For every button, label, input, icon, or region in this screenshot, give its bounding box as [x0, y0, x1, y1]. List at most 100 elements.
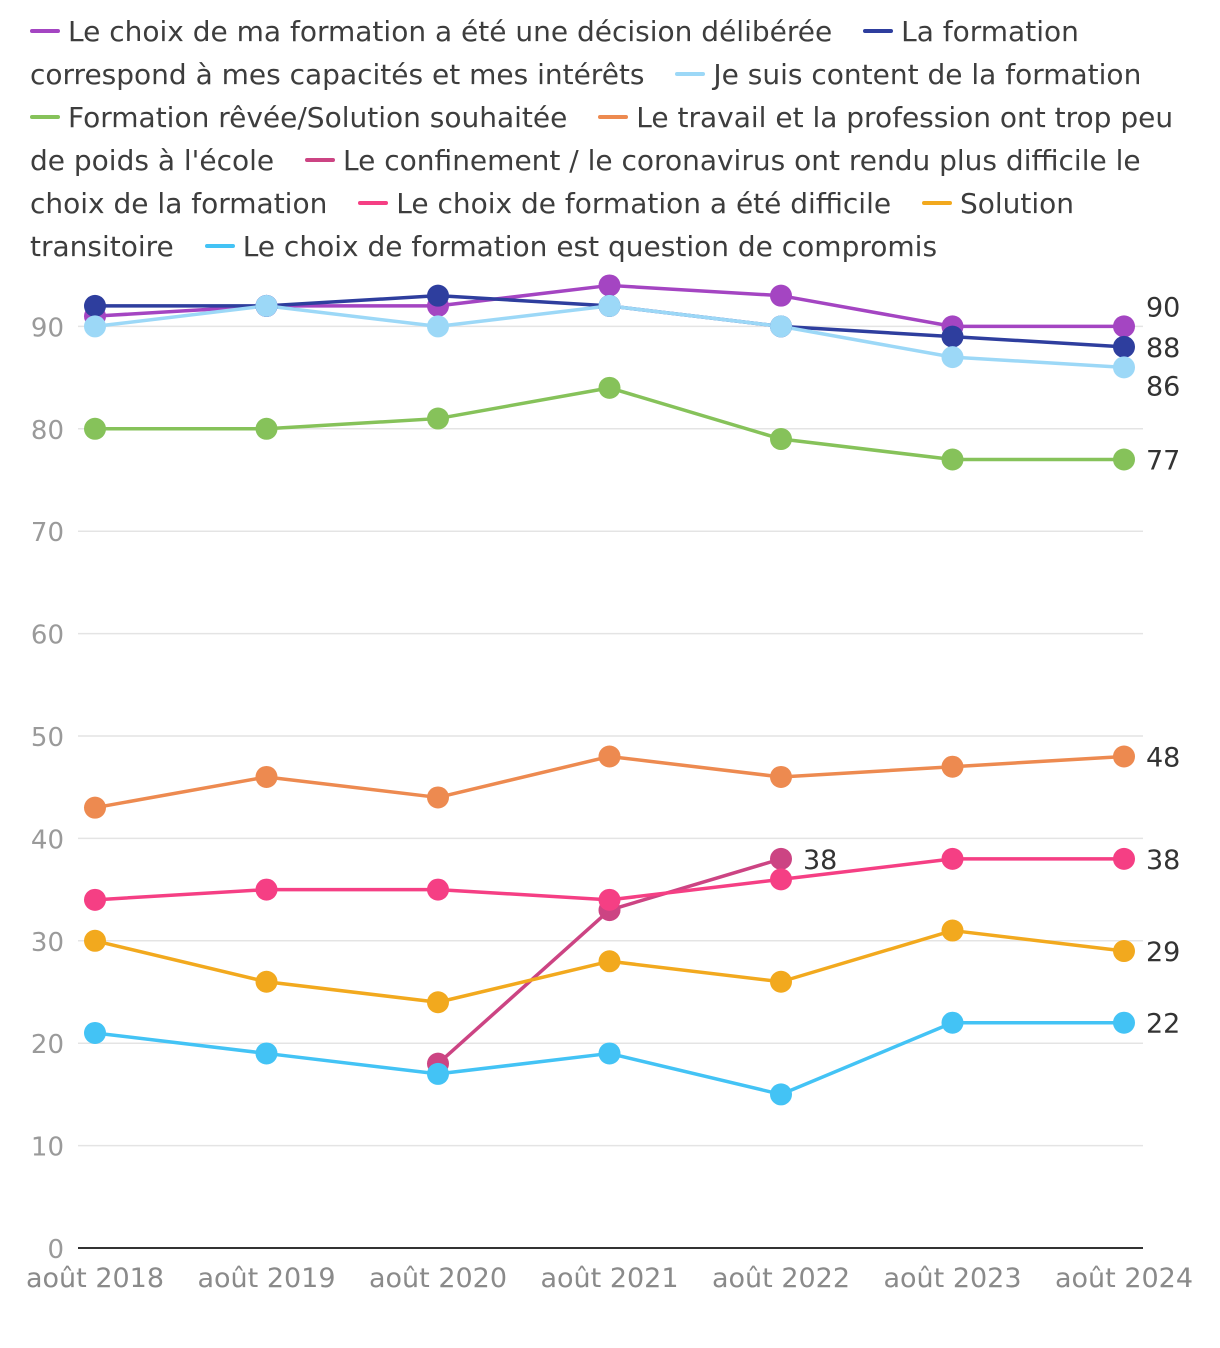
end-labels: 90 88 86 77 48 38 38 29 22 [803, 292, 1180, 1039]
end-label: 90 [1146, 292, 1180, 323]
data-point[interactable] [255, 417, 278, 440]
data-point[interactable] [84, 888, 106, 911]
data-point[interactable] [255, 294, 278, 317]
y-tick-label: 70 [31, 518, 64, 548]
data-point[interactable] [598, 1042, 621, 1065]
data-point[interactable] [427, 1062, 449, 1085]
x-tick-label: août 2018 [26, 1263, 164, 1294]
data-point[interactable] [1113, 847, 1135, 870]
data-point[interactable] [1113, 940, 1135, 963]
end-label: 88 [1146, 333, 1180, 364]
legend-label: La formation correspond à mes capacités … [30, 15, 1079, 91]
data-point[interactable] [598, 376, 621, 399]
data-point[interactable] [427, 284, 449, 307]
legend-swatch [921, 201, 952, 205]
legend-item-1[interactable]: La formation correspond à mes capacités … [30, 15, 1079, 91]
data-point[interactable] [1113, 448, 1135, 471]
data-point[interactable] [941, 1011, 964, 1034]
data-point[interactable] [770, 765, 792, 788]
data-point[interactable] [1113, 1011, 1135, 1034]
data-point[interactable] [941, 919, 964, 942]
data-point[interactable] [770, 1083, 792, 1106]
end-label: 86 [1146, 371, 1180, 402]
legend-swatch [30, 115, 60, 119]
data-point[interactable] [1113, 335, 1135, 358]
legend-label: Le choix de formation a été difficile [396, 187, 892, 220]
chart-legend: Le choix de ma formation a été une décis… [30, 10, 1200, 268]
data-point[interactable] [598, 950, 621, 973]
data-point[interactable] [770, 315, 792, 338]
data-point[interactable] [84, 315, 106, 338]
y-tick-label: 30 [31, 928, 64, 958]
legend-item-6[interactable]: Le choix de formation a été difficile [358, 187, 913, 220]
legend-label: Le choix de ma formation a été une décis… [68, 15, 833, 48]
end-label: 29 [1146, 937, 1180, 968]
series-lines [93, 283, 1126, 1097]
legend-item-3[interactable]: Formation rêvée/Solution souhaitée [30, 101, 589, 134]
data-point[interactable] [255, 765, 278, 788]
y-tick-label: 90 [31, 313, 64, 343]
end-label: 38 [1146, 845, 1180, 876]
legend-item-8[interactable]: Le choix de formation est question de co… [204, 230, 959, 263]
y-tick-label: 10 [31, 1133, 64, 1163]
end-label: 48 [1146, 742, 1180, 773]
x-tick-label: août 2023 [883, 1263, 1021, 1294]
legend-item-0[interactable]: Le choix de ma formation a été une décis… [30, 15, 854, 48]
data-point[interactable] [598, 745, 621, 768]
data-point[interactable] [941, 448, 964, 471]
legend-label: Le choix de formation est question de co… [242, 230, 938, 263]
series-points [84, 274, 1135, 1106]
end-label: 77 [1146, 446, 1180, 477]
legend-swatch [598, 115, 629, 119]
data-point[interactable] [770, 847, 792, 870]
data-point[interactable] [84, 1021, 106, 1044]
data-point[interactable] [770, 284, 792, 307]
data-point[interactable] [941, 325, 964, 348]
x-tick-label: août 2024 [1055, 1263, 1193, 1294]
data-point[interactable] [84, 796, 106, 819]
data-point[interactable] [427, 786, 449, 809]
data-point[interactable] [770, 970, 792, 993]
y-tick-label: 80 [31, 416, 64, 446]
end-label: 38 [803, 845, 837, 876]
data-point[interactable] [770, 868, 792, 891]
legend-swatch [204, 244, 235, 248]
legend-swatch [863, 29, 894, 33]
data-point[interactable] [84, 294, 106, 317]
data-point[interactable] [255, 970, 278, 993]
data-point[interactable] [255, 878, 278, 901]
data-point[interactable] [598, 274, 621, 297]
data-point[interactable] [941, 346, 964, 369]
legend-item-5[interactable]: Le confinement / le coronavirus ont rend… [30, 144, 1141, 220]
y-tick-label: 20 [31, 1030, 64, 1060]
data-point[interactable] [770, 428, 792, 451]
legend-item-2[interactable]: Je suis content de la formation [675, 58, 1163, 91]
data-point[interactable] [1113, 315, 1135, 338]
legend-label: Solution transitoire [30, 187, 1075, 263]
y-tick-label: 40 [31, 825, 64, 855]
legend-item-4[interactable]: Le travail et la profession ont trop peu… [30, 101, 1173, 177]
legend-label: Le travail et la profession ont trop peu… [30, 101, 1174, 177]
data-point[interactable] [427, 991, 449, 1014]
x-tick-label: août 2020 [369, 1263, 507, 1294]
data-point[interactable] [84, 417, 106, 440]
legend-swatch [30, 29, 60, 33]
legend-swatch [305, 158, 336, 162]
data-point[interactable] [427, 315, 449, 338]
end-label: 22 [1146, 1009, 1180, 1040]
data-point[interactable] [598, 888, 621, 911]
data-point[interactable] [427, 878, 449, 901]
data-point[interactable] [1113, 356, 1135, 379]
data-point[interactable] [84, 929, 106, 952]
data-point[interactable] [255, 1042, 278, 1065]
x-tick-label: août 2022 [712, 1263, 850, 1294]
data-point[interactable] [1113, 745, 1135, 768]
data-point[interactable] [598, 294, 621, 317]
x-tick-label: août 2019 [197, 1263, 335, 1294]
data-point[interactable] [941, 847, 964, 870]
legend-label: Formation rêvée/Solution souhaitée [68, 101, 568, 134]
data-point[interactable] [941, 755, 964, 778]
data-point[interactable] [427, 407, 449, 430]
legend-item-7[interactable]: Solution transitoire [30, 187, 1074, 263]
